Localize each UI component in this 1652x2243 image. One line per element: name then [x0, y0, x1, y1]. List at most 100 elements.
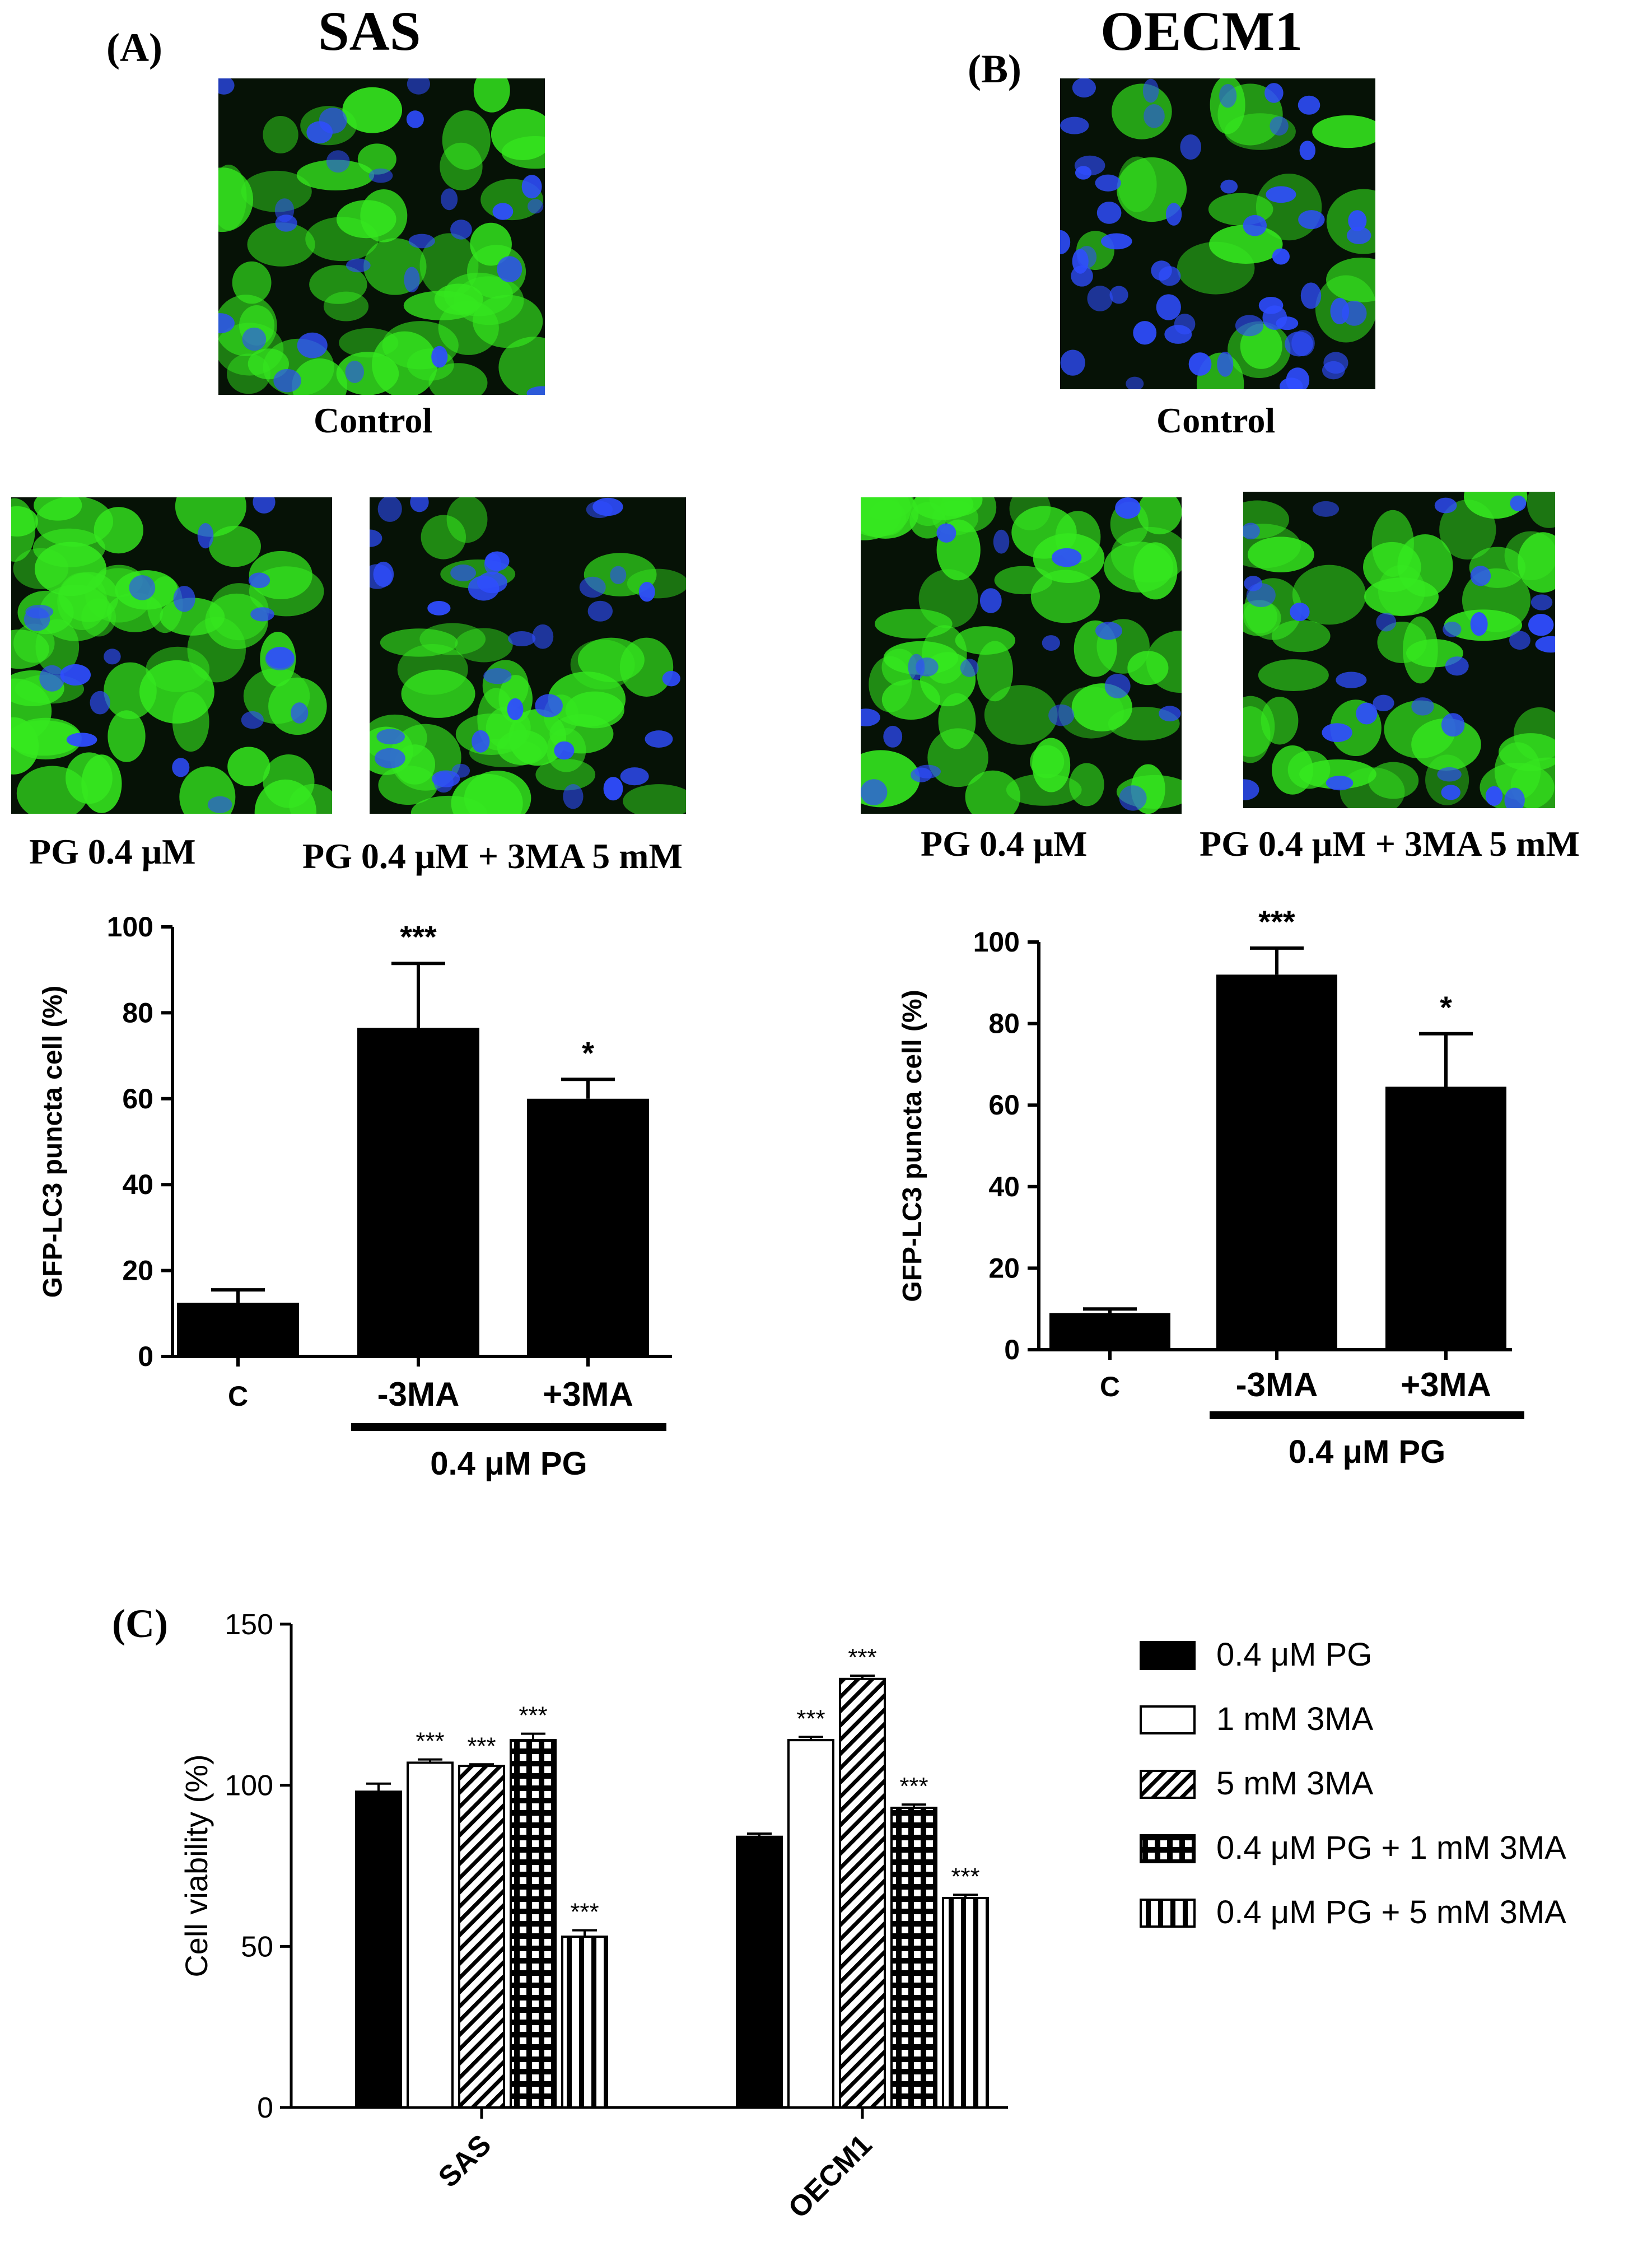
cell-cytoplasm	[1243, 706, 1271, 763]
cell-nucleus	[638, 582, 655, 602]
cell-cytoplasm	[209, 525, 261, 567]
cell-nucleus	[1151, 260, 1172, 281]
cell-nucleus	[375, 748, 405, 768]
cell-nucleus	[197, 523, 214, 549]
cell-nucleus	[1330, 297, 1350, 325]
chart-b-y-tick-label: 20	[988, 1252, 1020, 1284]
cell-cytoplasm	[1146, 631, 1182, 693]
cell-nucleus	[1264, 83, 1284, 103]
cell-cytoplasm	[94, 507, 143, 554]
cell-cytoplasm	[357, 143, 396, 175]
cell-nucleus	[1485, 786, 1503, 806]
chart-c-category-label: OECM1	[782, 2128, 879, 2225]
cell-nucleus	[1217, 351, 1234, 377]
cell-nucleus	[528, 199, 544, 214]
cell-nucleus	[911, 767, 932, 782]
cell-nucleus	[1445, 656, 1469, 676]
cell-cytoplasm	[1326, 257, 1375, 302]
cell-nucleus	[377, 497, 402, 522]
cell-nucleus	[1072, 78, 1096, 98]
cell-cytoplasm	[428, 363, 488, 395]
cell-cytoplasm	[535, 758, 596, 791]
cell-cytoplasm	[254, 779, 316, 814]
cell-nucleus	[1336, 671, 1367, 688]
chart-c-bar	[561, 1936, 608, 2109]
cell-nucleus	[1243, 779, 1259, 800]
cell-cytoplasm	[565, 691, 624, 729]
cell-cytoplasm	[421, 515, 466, 559]
cell-nucleus	[483, 668, 512, 684]
cell-nucleus	[1291, 330, 1315, 357]
cell-nucleus	[1101, 233, 1132, 250]
cell-cytoplasm	[1439, 500, 1496, 560]
caption-a-control: Control	[314, 400, 433, 440]
cell-cytoplasm	[577, 637, 645, 682]
cell-nucleus	[1443, 622, 1462, 637]
cell-cytoplasm	[938, 693, 976, 749]
cell-nucleus	[1243, 214, 1267, 236]
chart-c-significance: ***	[899, 1773, 928, 1800]
chart-a-category-label: C	[228, 1381, 248, 1412]
cell-cytoplasm	[976, 641, 1014, 702]
cell-cytoplasm	[1069, 763, 1104, 806]
cell-nucleus	[1437, 767, 1462, 782]
cell-cytoplasm	[1312, 115, 1375, 148]
micrograph-a-pg	[11, 497, 332, 814]
chart-c-significance: ***	[416, 1728, 444, 1755]
chart-a-category-label: -3MA	[377, 1375, 460, 1413]
panel-a-letter: (A)	[106, 25, 162, 70]
cell-nucleus	[477, 571, 507, 594]
cell-nucleus	[1077, 246, 1097, 268]
caption-b-pg: PG 0.4 μM	[921, 824, 1088, 864]
cell-nucleus	[1528, 614, 1554, 636]
cell-nucleus	[1115, 497, 1141, 519]
cell-nucleus	[979, 588, 1002, 613]
cell-cytoplasm	[227, 747, 270, 786]
cell-cytoplasm	[955, 626, 1016, 655]
cell-nucleus	[1060, 349, 1085, 376]
chart-b-y-tick-label: 40	[988, 1171, 1020, 1202]
chart-c-legend-swatch	[1140, 1899, 1196, 1928]
cell-cytoplasm	[497, 730, 548, 765]
chart-c-bar	[458, 1765, 505, 2109]
chart-c-bar	[510, 1739, 557, 2109]
cell-cytoplasm	[323, 291, 369, 321]
cell-cytoplasm	[1272, 745, 1313, 795]
cell-nucleus	[603, 777, 623, 801]
cell-nucleus	[993, 529, 1010, 554]
cell-nucleus	[1323, 352, 1348, 374]
cell-cytoplasm	[965, 770, 1020, 814]
cell-nucleus	[273, 369, 301, 393]
chart-c-bar	[942, 1897, 989, 2109]
cell-nucleus	[1052, 548, 1082, 567]
cell-nucleus	[563, 784, 584, 809]
cell-cytoplasm	[11, 629, 49, 669]
cell-nucleus	[368, 168, 393, 183]
chart-c-legend-swatch	[1140, 1641, 1196, 1670]
cell-cytoplasm	[918, 569, 978, 628]
chart-c-significance: ***	[848, 1644, 876, 1671]
cell-cytoplasm	[34, 542, 107, 596]
cell-nucleus	[861, 779, 888, 805]
cell-nucleus	[1298, 95, 1320, 115]
cell-nucleus	[1411, 697, 1434, 716]
cell-nucleus	[345, 361, 365, 383]
cell-nucleus	[1509, 631, 1530, 650]
cell-cytoplasm	[147, 576, 183, 633]
cell-nucleus	[129, 575, 156, 600]
cell-nucleus	[1441, 713, 1465, 737]
cell-nucleus	[1299, 141, 1316, 160]
cell-nucleus	[1096, 202, 1122, 224]
cell-nucleus	[250, 607, 274, 622]
cell-cytoplasm	[81, 598, 116, 637]
cell-nucleus	[1095, 622, 1123, 640]
cell-nucleus	[248, 572, 270, 589]
cell-nucleus	[1159, 706, 1181, 722]
cell-nucleus	[497, 256, 522, 282]
chart-c-y-tick-label: 50	[241, 1930, 273, 1963]
chart-c-y-axis-label: Cell viability (%)	[179, 1754, 214, 1977]
cell-cytoplasm	[1258, 659, 1329, 691]
chart-c-bar	[890, 1806, 937, 2109]
cell-nucleus	[1075, 166, 1092, 180]
chart-a-group-label: 0.4 μM PG	[430, 1445, 587, 1482]
